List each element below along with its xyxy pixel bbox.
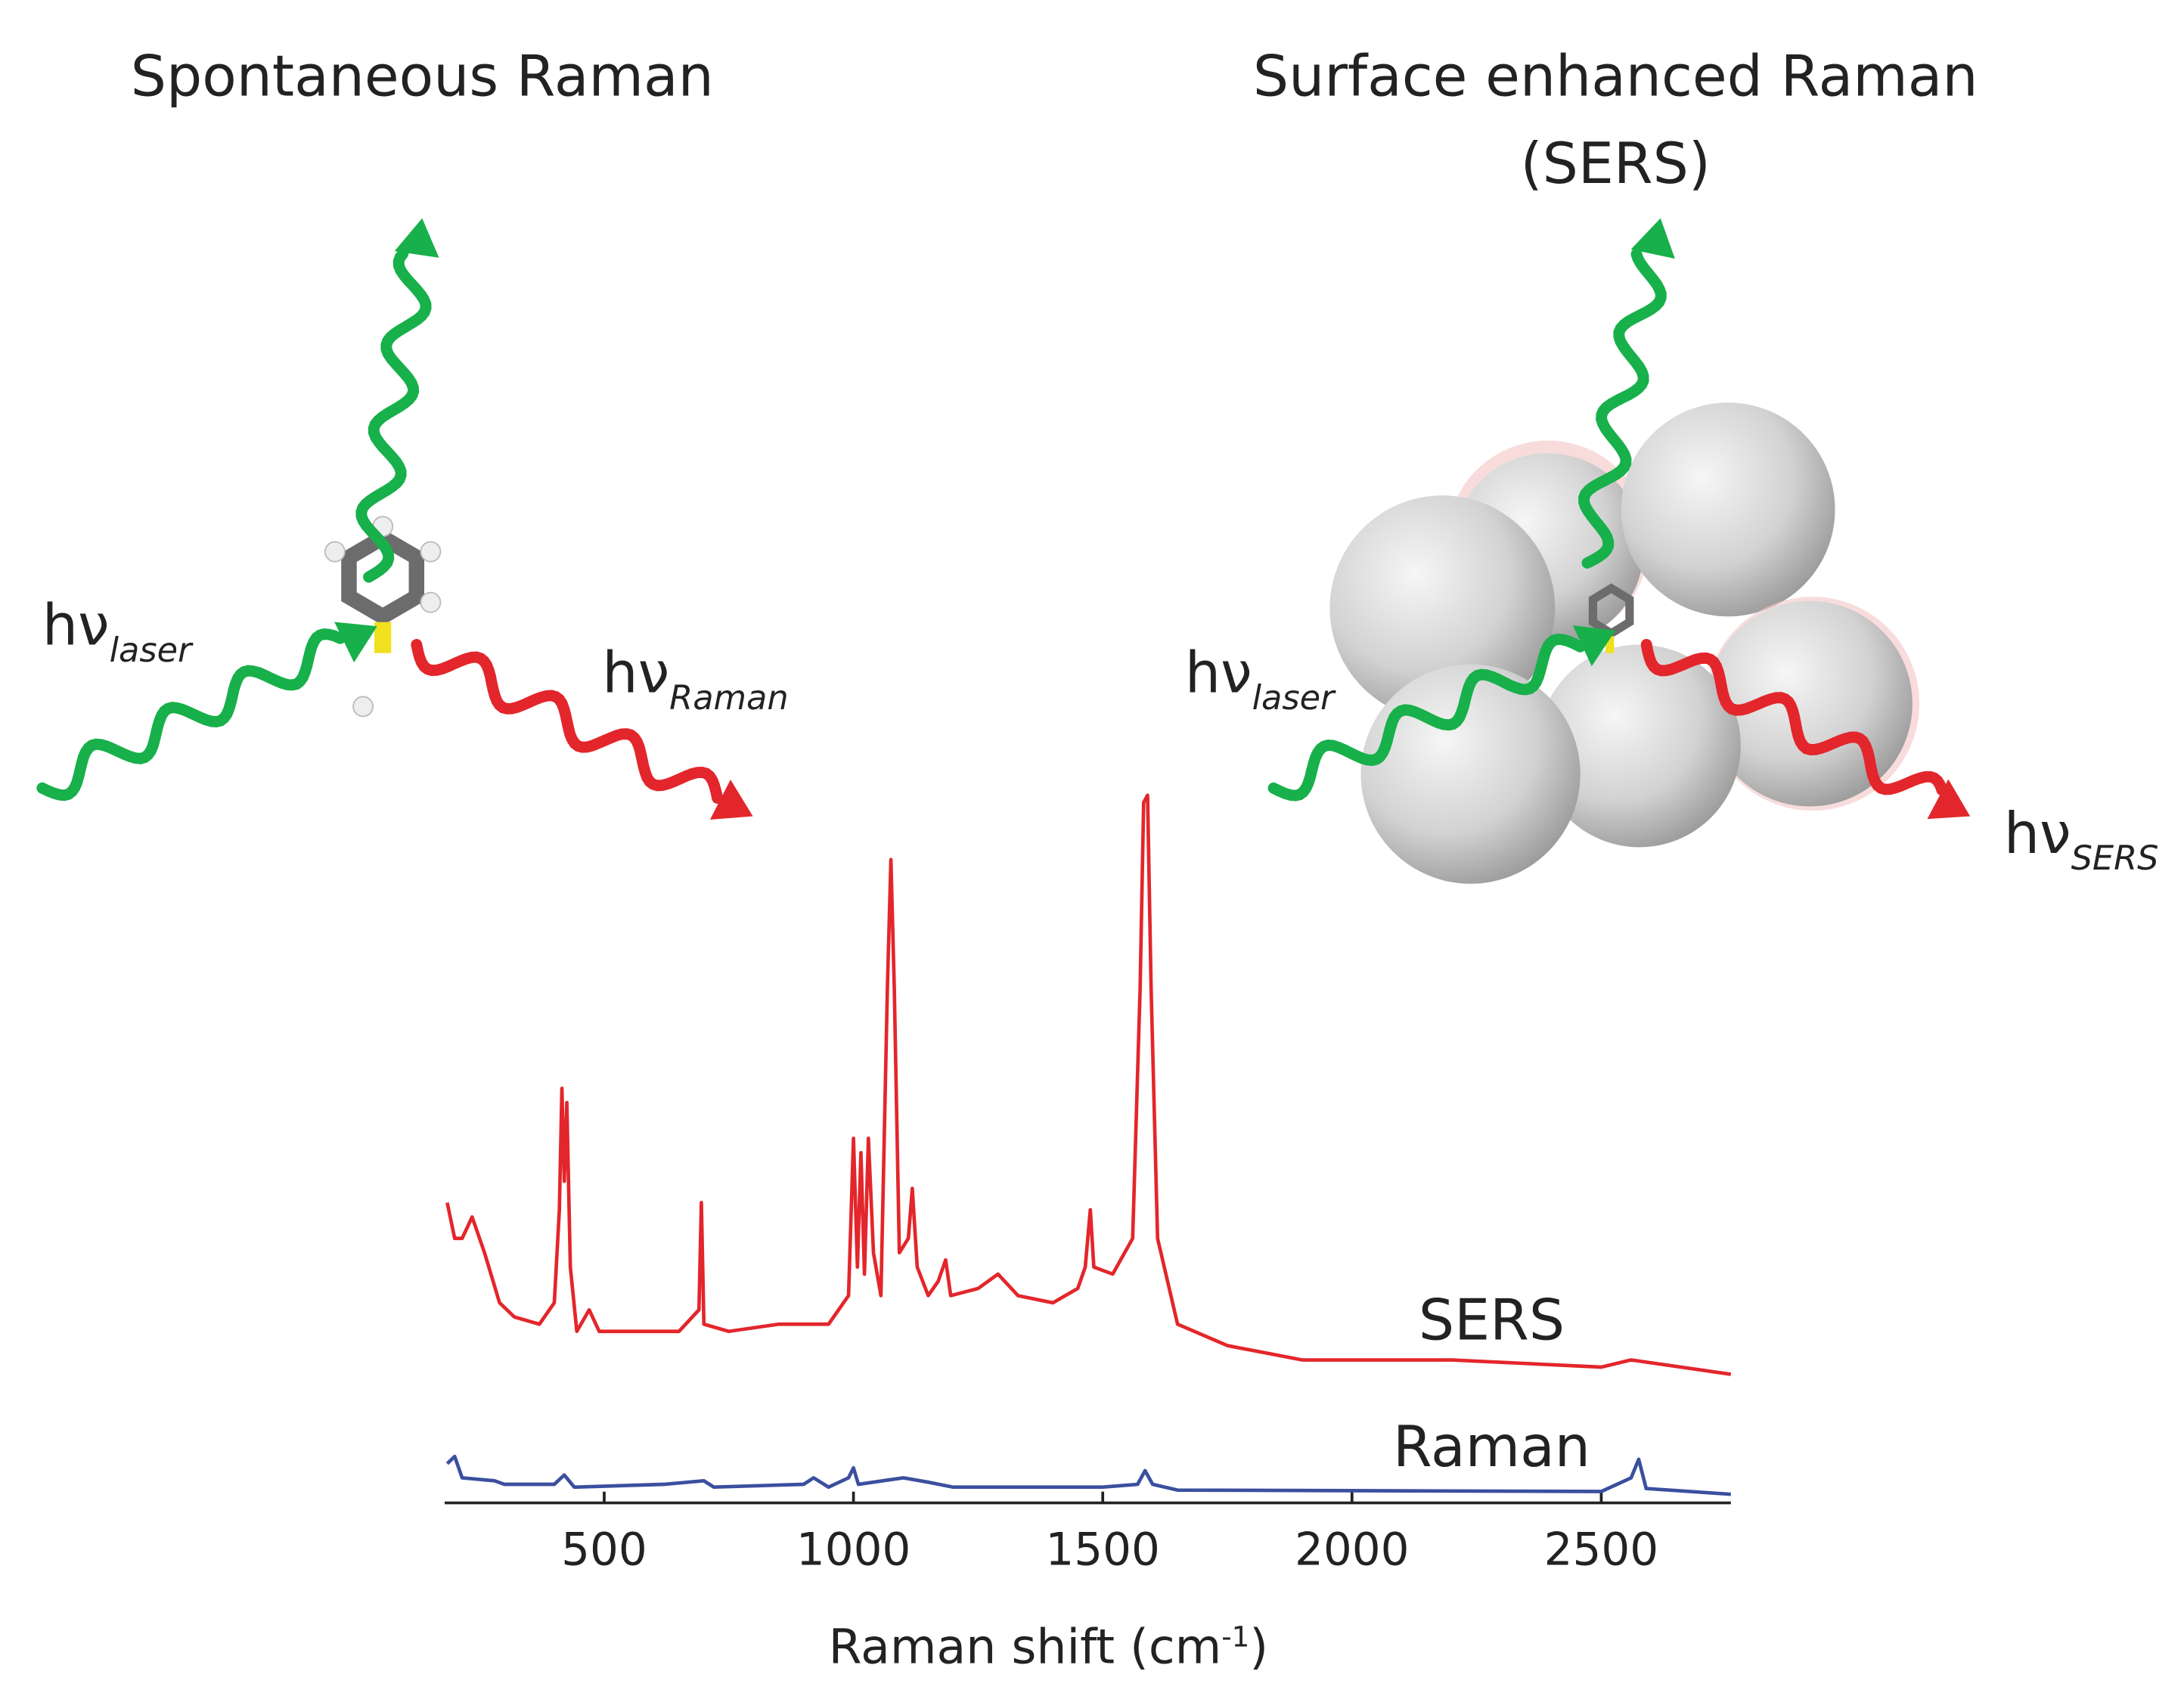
series-line [445,793,1732,1376]
label-sub: Raman [669,678,789,718]
photon-wave [1267,633,1587,802]
arrow-head [1630,218,1675,259]
label-sub: SERS [2071,839,2159,878]
x-tick-label: 1500 [1045,1524,1160,1576]
label-main: hν [2004,801,2071,867]
arrow-head [394,218,439,258]
series-line [445,1454,1731,1496]
series-label: SERS [1419,1288,1565,1353]
photon-wave [1640,639,1948,796]
photon-wave [36,628,346,802]
x-tick-label: 2000 [1295,1524,1410,1576]
x-tick-label: 500 [561,1524,647,1576]
arrow-head [1572,625,1616,667]
series-label: Raman [1393,1414,1590,1480]
label-main: hν [602,640,669,706]
photon-label: hνlaser [42,592,194,669]
x-axis-label: Raman shift (cm-1) [829,1619,1268,1675]
photon-label: hνRaman [602,640,788,718]
label-sub: laser [1252,678,1336,718]
photon-label: hνSERS [2004,801,2159,878]
photon-wave [355,247,432,583]
arrow-head [1927,779,1971,820]
x-label-text: Raman shift (cm [829,1619,1222,1675]
photon-label: hνlaser [1185,640,1336,718]
photon-wave [1578,248,1667,569]
molecule-left [324,516,442,718]
photon-arrows [36,218,1971,820]
x-tick-label: 2500 [1544,1524,1659,1576]
label-sub: laser [110,631,194,670]
left-title: Spontaneous Raman [131,44,714,110]
label-main: hν [1185,640,1252,706]
x-tick-label: 1000 [796,1524,911,1576]
right-title: Surface enhanced Raman [1253,44,1978,110]
arrow-head [334,622,377,663]
photon-wave [411,639,724,804]
x-label-end: ) [1249,1619,1268,1675]
right-title: (SERS) [1521,131,1711,197]
spheres [1329,402,1920,884]
arrow-head [709,779,753,820]
label-main: hν [42,592,110,658]
x-label-sup: -1 [1221,1620,1249,1653]
